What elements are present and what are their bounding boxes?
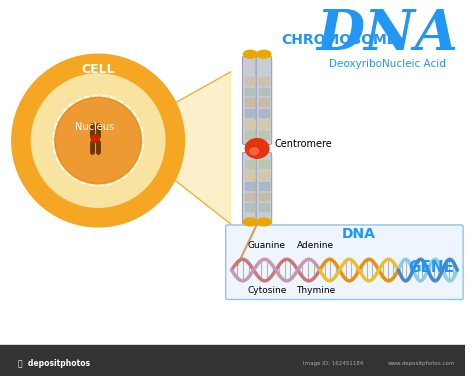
Bar	[245, 182, 255, 190]
Bar	[259, 98, 269, 106]
Text: Guanine: Guanine	[248, 241, 286, 250]
Bar	[259, 109, 269, 117]
Text: www.depositphotos.com: www.depositphotos.com	[388, 361, 456, 366]
Bar	[245, 203, 255, 211]
Bar	[245, 120, 255, 128]
FancyBboxPatch shape	[242, 152, 258, 224]
Bar	[259, 131, 269, 139]
Ellipse shape	[250, 148, 258, 155]
Polygon shape	[139, 72, 230, 224]
Bar	[245, 193, 255, 201]
Bar	[0, 345, 465, 376]
Bar	[259, 87, 269, 95]
Bar	[259, 120, 269, 128]
Text: Cytosine: Cytosine	[247, 286, 287, 294]
Ellipse shape	[257, 218, 271, 226]
Text: Thymine: Thymine	[296, 286, 336, 294]
Text: DNA: DNA	[317, 7, 458, 62]
Circle shape	[12, 54, 184, 227]
Text: CHROMOSOME: CHROMOSOME	[282, 34, 397, 48]
Text: Nucleus: Nucleus	[74, 122, 114, 132]
Circle shape	[55, 97, 141, 184]
Bar	[245, 77, 255, 84]
Bar	[259, 77, 269, 84]
Text: GENE: GENE	[409, 261, 455, 275]
Text: DNA: DNA	[342, 227, 376, 241]
Ellipse shape	[243, 218, 257, 226]
Bar	[245, 131, 255, 139]
Bar	[259, 203, 269, 211]
FancyBboxPatch shape	[256, 152, 272, 224]
Text: Image ID: 162451184: Image ID: 162451184	[303, 361, 364, 366]
Bar	[259, 182, 269, 190]
Text: DeoxyriboNucleic Acid: DeoxyriboNucleic Acid	[329, 59, 446, 69]
Bar	[259, 160, 269, 168]
Ellipse shape	[245, 139, 269, 158]
FancyBboxPatch shape	[242, 56, 258, 144]
Bar	[259, 171, 269, 179]
Text: CELL: CELL	[82, 63, 115, 77]
Bar	[245, 98, 255, 106]
Ellipse shape	[243, 50, 257, 58]
Bar	[245, 87, 255, 95]
Ellipse shape	[257, 50, 271, 58]
Text: Centromere: Centromere	[275, 139, 332, 149]
Bar	[245, 171, 255, 179]
Circle shape	[91, 135, 99, 143]
Text: ⓓ  depositphotos: ⓓ depositphotos	[18, 359, 90, 368]
Bar	[245, 160, 255, 168]
FancyBboxPatch shape	[226, 225, 463, 299]
Bar	[259, 193, 269, 201]
FancyBboxPatch shape	[256, 56, 272, 144]
Text: Adenine: Adenine	[297, 241, 335, 250]
Circle shape	[31, 74, 165, 207]
Bar	[245, 109, 255, 117]
